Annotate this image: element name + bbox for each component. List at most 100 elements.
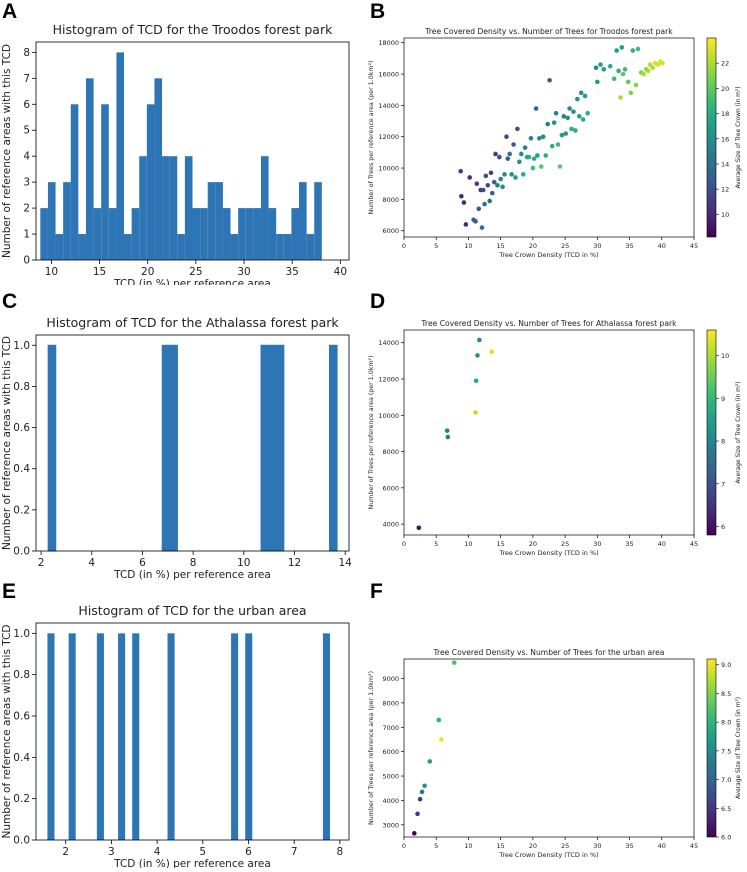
hist-c-bar bbox=[161, 344, 171, 552]
scatter-b-x-tick-label: 30 bbox=[593, 242, 601, 250]
scatter-b-point bbox=[459, 193, 464, 199]
hist-c-bar bbox=[275, 344, 285, 552]
scatter-b-point bbox=[645, 68, 651, 74]
hist-a-y-tick-label: 2 bbox=[23, 203, 30, 215]
scatter-d-point bbox=[444, 428, 450, 433]
scatter-b-point bbox=[498, 176, 503, 182]
scatter-b-point bbox=[611, 76, 617, 82]
scatter-b-point bbox=[618, 95, 623, 100]
scatter-f-x-tick-label: 40 bbox=[658, 842, 666, 850]
scatter-d-colorbar bbox=[706, 329, 717, 536]
scatter-d-point bbox=[477, 337, 482, 343]
scatter-b-point bbox=[467, 175, 473, 180]
hist-c-title: Histogram of TCD for the Athalassa fores… bbox=[46, 315, 339, 330]
scatter-b-point bbox=[474, 181, 480, 187]
hist-e-y-tick-label: 0.8 bbox=[13, 669, 30, 681]
hist-a-bar bbox=[177, 234, 185, 260]
hist-e-x-tick-label: 3 bbox=[108, 846, 115, 858]
scatter-f-y-tick-label: 4000 bbox=[382, 797, 399, 805]
histogram-urban: Histogram of TCD for the urban area 2 3 4 5 6… bbox=[1, 603, 350, 870]
hist-e-x-axis-label: TCD (in %) per reference area bbox=[113, 858, 271, 868]
hist-a-bar bbox=[162, 156, 170, 260]
scatter-b-colorbar-tick-label: 12 bbox=[721, 186, 729, 194]
hist-c-y-tick-label: 0.8 bbox=[13, 381, 30, 393]
hist-a-bar bbox=[291, 208, 300, 260]
scatter-b-point bbox=[545, 121, 551, 127]
hist-c-bar bbox=[328, 344, 338, 552]
hist-c-bar bbox=[260, 344, 270, 552]
hist-e-y-axis-label: Number of reference areas with this TCD bbox=[1, 625, 13, 839]
hist-c-y-axis-label: Number of reference areas with this TCD bbox=[1, 336, 13, 550]
scatter-f-y-tick-label: 7000 bbox=[382, 724, 399, 732]
scatter-b-title: Tree Covered Density vs. Number of Trees… bbox=[424, 27, 673, 36]
hist-e-y-tick-label: 0.4 bbox=[13, 752, 30, 764]
hist-a-x-tick-label: 40 bbox=[334, 266, 347, 278]
scatter-b-point bbox=[567, 106, 572, 111]
scatter-d-x-tick-label: 35 bbox=[625, 540, 633, 548]
scatter-b-point bbox=[526, 154, 532, 160]
scatter-f-x-tick-label: 35 bbox=[625, 842, 633, 850]
scatter-d-colorbar-label: Average Size of Tree Crown (in m²) bbox=[735, 381, 742, 483]
scatter-b-point bbox=[641, 71, 647, 77]
hist-a-bar bbox=[238, 208, 246, 260]
hist-a-title: Histogram of TCD for the Troodos forest … bbox=[53, 22, 333, 37]
scatter-b-y-tick-label: 12000 bbox=[378, 133, 399, 141]
scatter-b-point bbox=[489, 190, 495, 196]
scatter-b-x-tick-label: 15 bbox=[497, 242, 505, 250]
hist-e-x-tick-label: 8 bbox=[337, 846, 344, 858]
chart-panel-f: F Tree Covered Density vs. Number of Tre… bbox=[368, 580, 747, 868]
scatter-f-x-axis-label: Tree Crown Density (TCD in %) bbox=[498, 851, 598, 859]
scatter-b-point bbox=[614, 48, 619, 53]
scatter-b-point bbox=[576, 114, 582, 119]
scatter-b-x-tick-label: 10 bbox=[464, 242, 472, 250]
hist-a-bar bbox=[131, 208, 140, 260]
hist-a-bar bbox=[101, 104, 109, 261]
hist-c-y-tick-label: 0.6 bbox=[13, 422, 30, 434]
hist-a-x-tick-label: 30 bbox=[237, 266, 250, 278]
scatter-b-point bbox=[504, 134, 509, 140]
scatter-b-point bbox=[497, 154, 502, 160]
hist-e-bar bbox=[322, 633, 330, 840]
hist-a-y-tick-label: 0 bbox=[23, 255, 30, 267]
scatter-f-colorbar-tick-label: 9.0 bbox=[721, 661, 731, 669]
scatter-b-point bbox=[458, 168, 464, 174]
chart-panel-d: D Tree Covered Density vs. Number of Tre… bbox=[368, 290, 747, 580]
scatter-b-point bbox=[650, 65, 656, 71]
scatter-d-x-tick-label: 10 bbox=[464, 540, 472, 548]
histogram-athalassa: Histogram of TCD for the Athalassa fores… bbox=[1, 315, 352, 581]
hist-a-y-tick-label: 8 bbox=[23, 47, 30, 59]
hist-e-x-tick-label: 4 bbox=[154, 846, 161, 858]
hist-a-x-tick-label: 10 bbox=[45, 266, 58, 278]
scatter-b-point bbox=[513, 175, 518, 180]
scatter-b-point bbox=[522, 145, 528, 150]
hist-c-y-tick-label: 1.0 bbox=[13, 340, 30, 352]
scatter-f-y-tick-label: 9000 bbox=[382, 675, 399, 683]
scatter-f-y-tick-label: 5000 bbox=[382, 773, 399, 781]
scatter-b-point bbox=[598, 62, 603, 67]
scatter-b-point bbox=[595, 79, 600, 85]
hist-a-bar bbox=[306, 234, 315, 260]
scatter-b-colorbar-tick-label: 18 bbox=[721, 110, 729, 118]
scatter-b-point bbox=[559, 132, 565, 138]
scatter-f-point bbox=[422, 783, 427, 789]
scatter-f-colorbar-tick-label: 6.0 bbox=[721, 834, 731, 842]
scatter-b-point bbox=[543, 153, 549, 158]
scatter-d-y-tick-label: 8000 bbox=[382, 448, 399, 456]
histogram-troodos: Histogram of TCD for the Troodos forest … bbox=[1, 22, 350, 290]
scatter-b-point bbox=[540, 134, 546, 140]
scatter-b-colorbar-tick-label: 14 bbox=[721, 160, 729, 168]
hist-a-x-tick-label: 20 bbox=[141, 266, 154, 278]
scatter-d-colorbar-tick-label: 10 bbox=[721, 352, 729, 360]
hist-c-x-tick-label: 4 bbox=[88, 557, 95, 569]
scatter-b-point bbox=[601, 67, 607, 72]
hist-e-title: Histogram of TCD for the urban area bbox=[78, 603, 306, 618]
scatter-f-x-tick-label: 25 bbox=[561, 842, 569, 850]
scatter-f-y-tick-label: 8000 bbox=[382, 699, 399, 707]
panel-label-d: D bbox=[370, 290, 386, 313]
hist-e-bar bbox=[132, 633, 140, 840]
hist-e-y-tick-label: 0.0 bbox=[13, 835, 30, 847]
scatter-d-point bbox=[489, 349, 494, 355]
hist-c-x-axis-label: TCD (in %) per reference area bbox=[113, 569, 271, 580]
scatter-b-point bbox=[528, 135, 534, 141]
hist-a-bar bbox=[215, 182, 223, 260]
